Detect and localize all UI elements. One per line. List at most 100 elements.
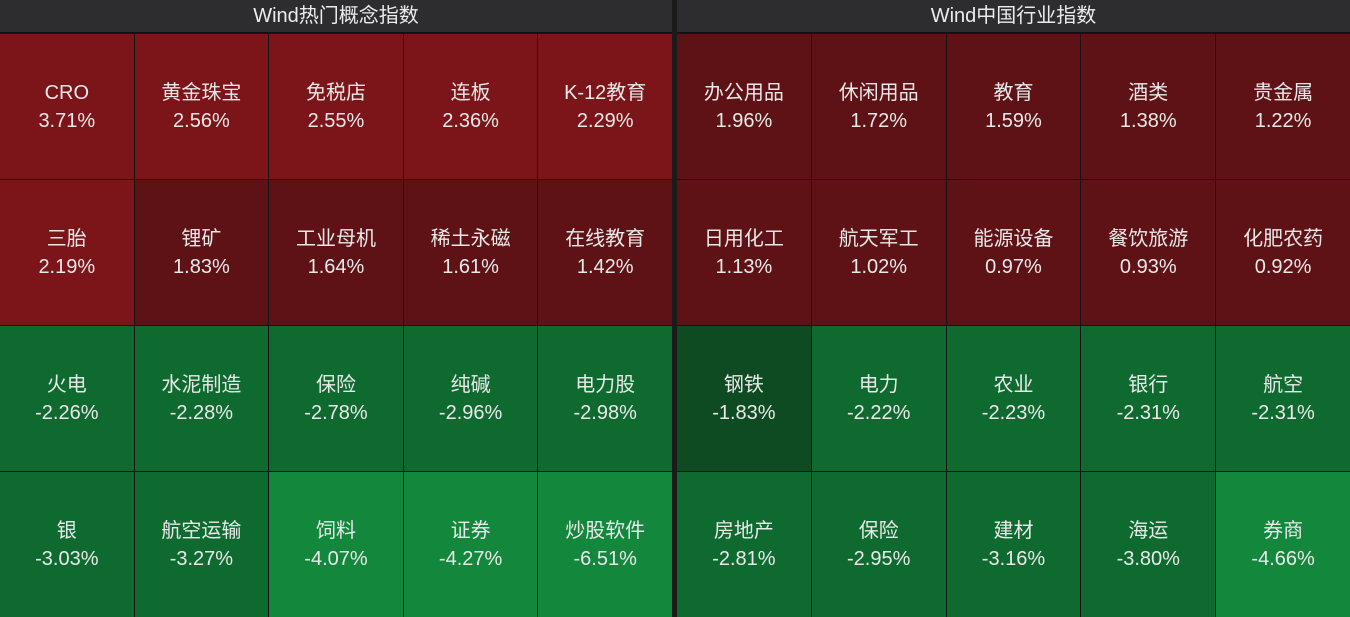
cell-change-percent: -3.03% [35,547,99,570]
cell-name: K-12教育 [564,81,647,104]
cell-name: 能源设备 [973,227,1054,250]
concept-index-panel: Wind热门概念指数 CRO 3.71% 黄金珠宝 2.56% 免税店 2.55% 连板 2.… [0,0,672,617]
cell-name: 房地产 [713,519,774,542]
heatmap-cell[interactable]: 航空运输 -3.27% [134,472,269,617]
heatmap-cell[interactable]: 券商 -4.66% [1216,472,1350,617]
cell-name: 建材 [993,519,1034,542]
heatmap-cell[interactable]: 银 -3.03% [0,472,134,617]
heatmap-cell[interactable]: 纯碱 -2.96% [403,326,538,471]
cell-change-percent: -6.51% [573,547,637,570]
cell-change-percent: 2.19% [38,255,96,278]
heatmap-cell[interactable]: 房地产 -2.81% [677,472,811,617]
heatmap-grid: CRO 3.71% 黄金珠宝 2.56% 免税店 2.55% 连板 2.36% K-12教育 2.… [0,33,672,617]
cell-name: 保险 [858,519,899,542]
heatmap-cell[interactable]: 证券 -4.27% [403,472,538,617]
cell-change-percent: -2.28% [169,401,234,424]
cell-name: 航空 [1263,373,1304,396]
cell-change-percent: 3.71% [38,109,96,132]
cell-change-percent: 1.02% [850,255,908,278]
cell-change-percent: 1.61% [442,255,499,278]
cell-change-percent: 1.38% [1119,109,1177,132]
cell-change-percent: 1.22% [1254,109,1312,132]
heatmap-cell[interactable]: 海运 -3.80% [1081,472,1216,617]
cell-name: 券商 [1263,519,1304,542]
cell-name: 稀土永磁 [430,227,511,250]
heatmap-cell[interactable]: 三胎 2.19% [0,180,134,325]
cell-change-percent: -2.26% [35,401,99,424]
heatmap-cell[interactable]: 黄金珠宝 2.56% [134,34,269,179]
cell-name: 餐饮旅游 [1108,227,1189,250]
cell-change-percent: 2.36% [442,109,499,132]
cell-change-percent: -2.31% [1251,401,1315,424]
heatmap-cell[interactable]: 航天军工 1.02% [811,180,946,325]
cell-change-percent: -2.95% [847,547,911,570]
cell-name: 农业 [993,373,1034,396]
cell-name: 钢铁 [723,373,764,396]
cell-name: 三胎 [46,227,87,250]
heatmap-cell[interactable]: 水泥制造 -2.28% [134,326,269,471]
heatmap-cell[interactable]: 办公用品 1.96% [677,34,811,179]
heatmap-cell[interactable]: 稀土永磁 1.61% [403,180,538,325]
heatmap-cell[interactable]: 建材 -3.16% [946,472,1081,617]
heatmap-cell[interactable]: 航空 -2.31% [1216,326,1350,471]
heatmap-cell[interactable]: 火电 -2.26% [0,326,134,471]
cell-change-percent: 0.92% [1254,255,1312,278]
heatmap-cell[interactable]: 酒类 1.38% [1081,34,1216,179]
cell-change-percent: -3.80% [1116,547,1180,570]
cell-name: 电力 [858,373,899,396]
cell-change-percent: -1.83% [712,401,776,424]
cell-name: 火电 [46,373,87,396]
cell-name: 锂矿 [181,227,222,250]
industry-index-panel: Wind中国行业指数 办公用品 1.96% 休闲用品 1.72% 教育 1.59% 酒类 1.… [677,0,1350,617]
panel-title: Wind中国行业指数 [677,0,1350,33]
heatmap-cell[interactable]: 农业 -2.23% [946,326,1081,471]
heatmap-cell[interactable]: 锂矿 1.83% [134,180,269,325]
cell-name: 炒股软件 [565,519,646,542]
heatmap-cell[interactable]: 免税店 2.55% [269,34,403,179]
cell-change-percent: -2.31% [1116,401,1180,424]
heatmap-cell[interactable]: 餐饮旅游 0.93% [1081,180,1216,325]
heatmap-cell[interactable]: K-12教育 2.29% [538,34,672,179]
cell-change-percent: 2.56% [173,109,230,132]
heatmap-cell[interactable]: 饲料 -4.07% [269,472,403,617]
cell-name: 在线教育 [565,227,646,250]
cell-change-percent: 2.55% [307,109,365,132]
cell-name: 银 [56,519,77,542]
heatmap-cell[interactable]: CRO 3.71% [0,34,134,179]
cell-change-percent: -3.16% [981,547,1046,570]
heatmap-cell[interactable]: 化肥农药 0.92% [1216,180,1350,325]
heatmap-cell[interactable]: 贵金属 1.22% [1216,34,1350,179]
cell-change-percent: -2.98% [573,401,637,424]
heatmap-cell[interactable]: 工业母机 1.64% [269,180,403,325]
heatmap-cell[interactable]: 在线教育 1.42% [538,180,672,325]
heatmap-cell[interactable]: 炒股软件 -6.51% [538,472,672,617]
heatmap-cell[interactable]: 电力 -2.22% [811,326,946,471]
heatmap-cell[interactable]: 保险 -2.95% [811,472,946,617]
cell-name: 电力股 [575,373,636,396]
cell-name: 航空运输 [161,519,242,542]
cell-name: 纯碱 [450,373,491,396]
cell-name: 酒类 [1128,81,1169,104]
cell-change-percent: -2.78% [304,401,368,424]
heatmap-cell[interactable]: 连板 2.36% [403,34,538,179]
cell-change-percent: 1.72% [850,109,908,132]
cell-name: 教育 [993,81,1034,104]
heatmap-cell[interactable]: 教育 1.59% [946,34,1081,179]
heatmap-cell[interactable]: 银行 -2.31% [1081,326,1216,471]
cell-change-percent: -2.96% [438,401,503,424]
cell-change-percent: -2.22% [847,401,911,424]
heatmap-cell[interactable]: 钢铁 -1.83% [677,326,811,471]
cell-change-percent: -3.27% [169,547,234,570]
cell-change-percent: -4.66% [1251,547,1315,570]
heatmap-cell[interactable]: 电力股 -2.98% [538,326,672,471]
cell-change-percent: 1.96% [715,109,773,132]
heatmap-cell[interactable]: 日用化工 1.13% [677,180,811,325]
heatmap-cell[interactable]: 能源设备 0.97% [946,180,1081,325]
cell-name: 银行 [1128,373,1169,396]
heatmap-cell[interactable]: 休闲用品 1.72% [811,34,946,179]
heatmap-cell[interactable]: 保险 -2.78% [269,326,403,471]
cell-name: 办公用品 [703,81,784,104]
cell-name: 航天军工 [838,227,919,250]
cell-change-percent: -2.81% [712,547,776,570]
